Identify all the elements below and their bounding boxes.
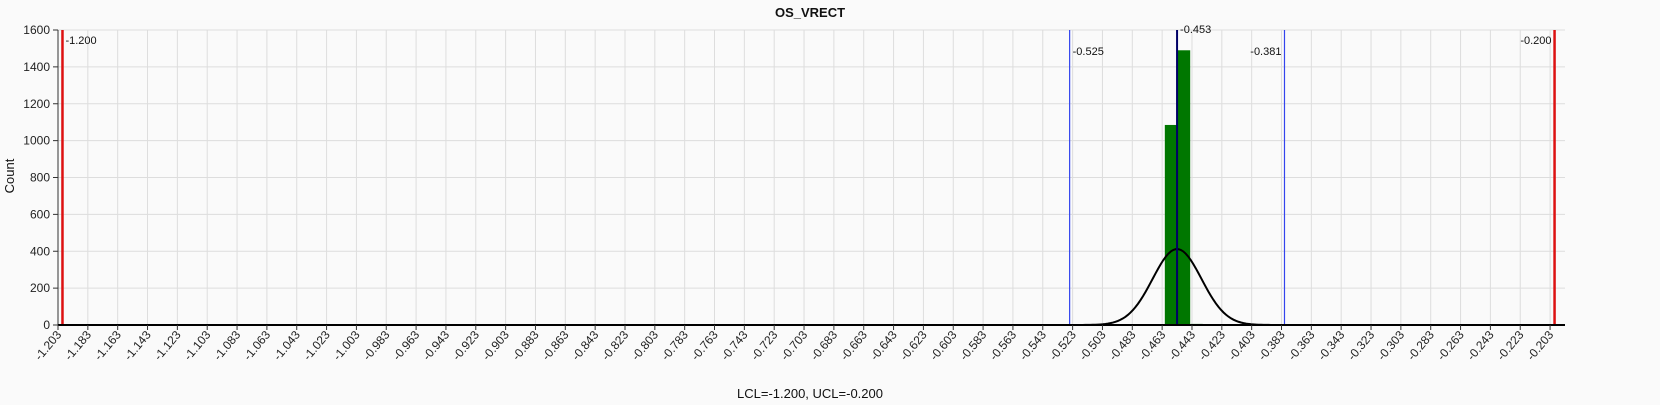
y-tick-label: 1400 — [23, 60, 50, 74]
x-tick-label: -0.903 — [479, 328, 512, 363]
reference-lines: -1.200 -0.200 -0.525 -0.381 -0.453 — [61, 24, 1556, 325]
y-tick-label: 200 — [30, 281, 50, 295]
x-tick-label: -1.203 — [32, 328, 65, 363]
x-tick-label: -0.823 — [599, 328, 632, 363]
x-tick-label: -1.163 — [91, 328, 124, 363]
x-tick-label: -0.603 — [927, 328, 960, 363]
y-tick-label: 600 — [30, 207, 50, 221]
ucl-line-label: -0.200 — [1520, 35, 1551, 47]
x-tick-label: -0.843 — [569, 328, 602, 363]
x-tick-label: -0.263 — [1434, 328, 1467, 363]
sigma-line-label: -0.525 — [1073, 46, 1104, 58]
x-tick-label: -0.223 — [1494, 328, 1527, 363]
x-tick-label: -0.643 — [867, 328, 900, 363]
x-tick-label: -0.943 — [420, 328, 453, 363]
x-tick-label: -0.583 — [957, 328, 990, 363]
x-tick-label: -0.383 — [1255, 328, 1288, 363]
normal-curve-group — [58, 248, 1565, 326]
x-tick-label: -0.203 — [1524, 328, 1557, 363]
x-tick-label: -0.503 — [1076, 328, 1109, 363]
x-tick-label: -0.963 — [390, 328, 423, 363]
y-axis-label: Count — [2, 158, 17, 193]
x-tick-label: -0.563 — [987, 328, 1020, 363]
x-tick-label: -0.543 — [1016, 328, 1049, 363]
x-tick-label: -0.523 — [1046, 328, 1079, 363]
y-tick-label: 800 — [30, 171, 50, 185]
histogram-bar — [1177, 50, 1191, 325]
x-tick-label: -0.863 — [539, 328, 572, 363]
x-tick-label: -0.283 — [1404, 328, 1437, 363]
x-tick-label: -0.463 — [1136, 328, 1169, 363]
y-tick-label: 1200 — [23, 97, 50, 111]
x-tick-label: -0.403 — [1225, 328, 1258, 363]
grid-lines — [57, 29, 1565, 326]
x-tick-label: -1.003 — [330, 328, 363, 363]
x-tick-label: -0.243 — [1464, 328, 1497, 363]
x-tick-label: -0.723 — [748, 328, 781, 363]
x-tick-label: -0.623 — [897, 328, 930, 363]
y-tick-label: 1600 — [23, 23, 50, 37]
x-tick-label: -0.703 — [778, 328, 811, 363]
x-tick-label: -0.323 — [1345, 328, 1378, 363]
x-axis-ticks: -1.203-1.183-1.163-1.143-1.123-1.103-1.0… — [32, 325, 1557, 363]
mean-line-label: -0.453 — [1180, 24, 1211, 36]
x-tick-label: -1.023 — [300, 328, 333, 363]
x-tick-label: -1.123 — [151, 328, 184, 363]
chart-title: OS_VRECT — [775, 5, 845, 20]
x-axis-label: LCL=-1.200, UCL=-0.200 — [737, 386, 883, 401]
y-tick-label: 400 — [30, 244, 50, 258]
x-tick-label: -0.983 — [360, 328, 393, 363]
histogram-bars — [1164, 50, 1203, 325]
x-tick-label: -1.143 — [121, 328, 154, 363]
x-tick-label: -0.883 — [509, 328, 542, 363]
x-tick-label: -0.663 — [837, 328, 870, 363]
x-tick-label: -0.743 — [718, 328, 751, 363]
x-tick-label: -1.103 — [181, 328, 214, 363]
x-tick-label: -0.683 — [808, 328, 841, 363]
x-tick-label: -1.183 — [62, 328, 95, 363]
x-tick-label: -0.443 — [1166, 328, 1199, 363]
y-axis-ticks: 0 200 400 600 800 1000 1200 1400 1600 — [23, 23, 58, 332]
sigma-line-label: -0.381 — [1250, 46, 1281, 58]
x-tick-label: -0.303 — [1375, 328, 1408, 363]
x-tick-label: -0.343 — [1315, 328, 1348, 363]
x-tick-label: -0.923 — [449, 328, 482, 363]
x-tick-label: -0.803 — [629, 328, 662, 363]
histogram-bar — [1164, 124, 1178, 325]
lcl-line-label: -1.200 — [65, 35, 96, 47]
x-tick-label: -1.063 — [241, 328, 274, 363]
x-tick-label: -0.363 — [1285, 328, 1318, 363]
normal-curve — [58, 248, 1565, 326]
y-tick-label: 1000 — [23, 134, 50, 148]
x-tick-label: -1.083 — [211, 328, 244, 363]
x-tick-label: -0.783 — [658, 328, 691, 363]
x-tick-label: -0.483 — [1106, 328, 1139, 363]
x-tick-label: -0.763 — [688, 328, 721, 363]
x-tick-label: -1.043 — [270, 328, 303, 363]
y-tick-label: 0 — [43, 318, 50, 332]
x-tick-label: -0.423 — [1196, 328, 1229, 363]
